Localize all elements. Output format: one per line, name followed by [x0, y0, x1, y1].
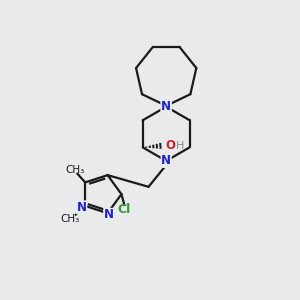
Text: H: H: [176, 141, 184, 151]
Text: Cl: Cl: [118, 203, 131, 216]
Text: N: N: [104, 208, 114, 221]
Text: N: N: [77, 201, 87, 214]
Text: N: N: [161, 100, 171, 112]
Text: N: N: [161, 154, 171, 167]
Text: CH₃: CH₃: [61, 214, 80, 224]
Polygon shape: [163, 106, 169, 107]
Text: CH₃: CH₃: [65, 165, 85, 175]
Text: N: N: [161, 100, 171, 113]
Text: O: O: [165, 140, 176, 152]
